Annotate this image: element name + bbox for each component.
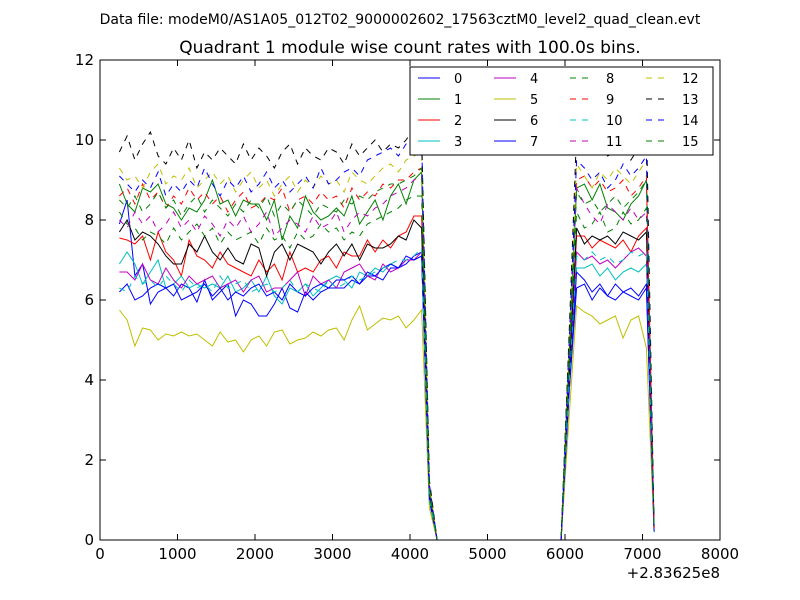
chart-suptitle: Data file: modeM0/AS1A05_012T02_90000026… <box>100 12 701 28</box>
plot-frame <box>99 59 721 541</box>
legend-label-11: 11 <box>606 135 623 150</box>
x-tick-label: 0 <box>95 545 105 563</box>
x-tick-label: 1000 <box>158 545 196 563</box>
legend-label-1: 1 <box>454 93 462 108</box>
legend-box <box>409 66 714 156</box>
legend-label-6: 6 <box>530 114 538 129</box>
legend-label-3: 3 <box>454 135 462 150</box>
legend-label-10: 10 <box>606 114 623 129</box>
series-15-line <box>119 166 655 540</box>
legend-label-8: 8 <box>606 72 614 87</box>
x-tick-label: 2000 <box>236 545 274 563</box>
axis-tick-labels: 0 1000 2000 3000 4000 5000 6000 7000 80000246810… <box>75 51 739 563</box>
x-tick-label: 3000 <box>313 545 351 563</box>
legend-label-2: 2 <box>454 114 462 129</box>
x-tick-label: 7000 <box>623 545 661 563</box>
series-14-line <box>119 138 655 540</box>
legend-label-13: 13 <box>682 93 699 108</box>
x-tick-label: 5000 <box>468 545 506 563</box>
x-offset-label: +2.83625e8 <box>627 564 720 582</box>
legend-label-0: 0 <box>454 72 462 87</box>
y-tick-label: 2 <box>84 451 94 469</box>
legend-label-5: 5 <box>530 93 538 108</box>
legend-label-9: 9 <box>606 93 614 108</box>
x-tick-label: 4000 <box>391 545 429 563</box>
series-7-line <box>119 255 655 540</box>
legend-label-7: 7 <box>530 135 538 150</box>
series-4-line <box>119 247 655 540</box>
chart-title: Quadrant 1 module wise count rates with … <box>179 38 640 58</box>
series-5-line <box>119 304 655 540</box>
series-10-line <box>119 246 655 540</box>
legend-label-4: 4 <box>530 72 538 87</box>
y-tick-label: 8 <box>84 211 94 229</box>
y-tick-label: 12 <box>75 51 94 69</box>
legend-label-15: 15 <box>682 135 699 150</box>
y-tick-label: 4 <box>84 371 94 389</box>
series-8-line <box>118 195 655 540</box>
legend-label-12: 12 <box>682 72 699 87</box>
legend-label-14: 14 <box>682 114 699 129</box>
plot-series <box>118 119 655 540</box>
x-tick-label: 8000 <box>701 545 739 563</box>
y-tick-label: 0 <box>84 531 94 549</box>
y-tick-label: 10 <box>75 131 94 149</box>
y-tick-label: 6 <box>84 291 94 309</box>
series-13-line <box>118 119 655 540</box>
x-tick-label: 6000 <box>546 545 584 563</box>
